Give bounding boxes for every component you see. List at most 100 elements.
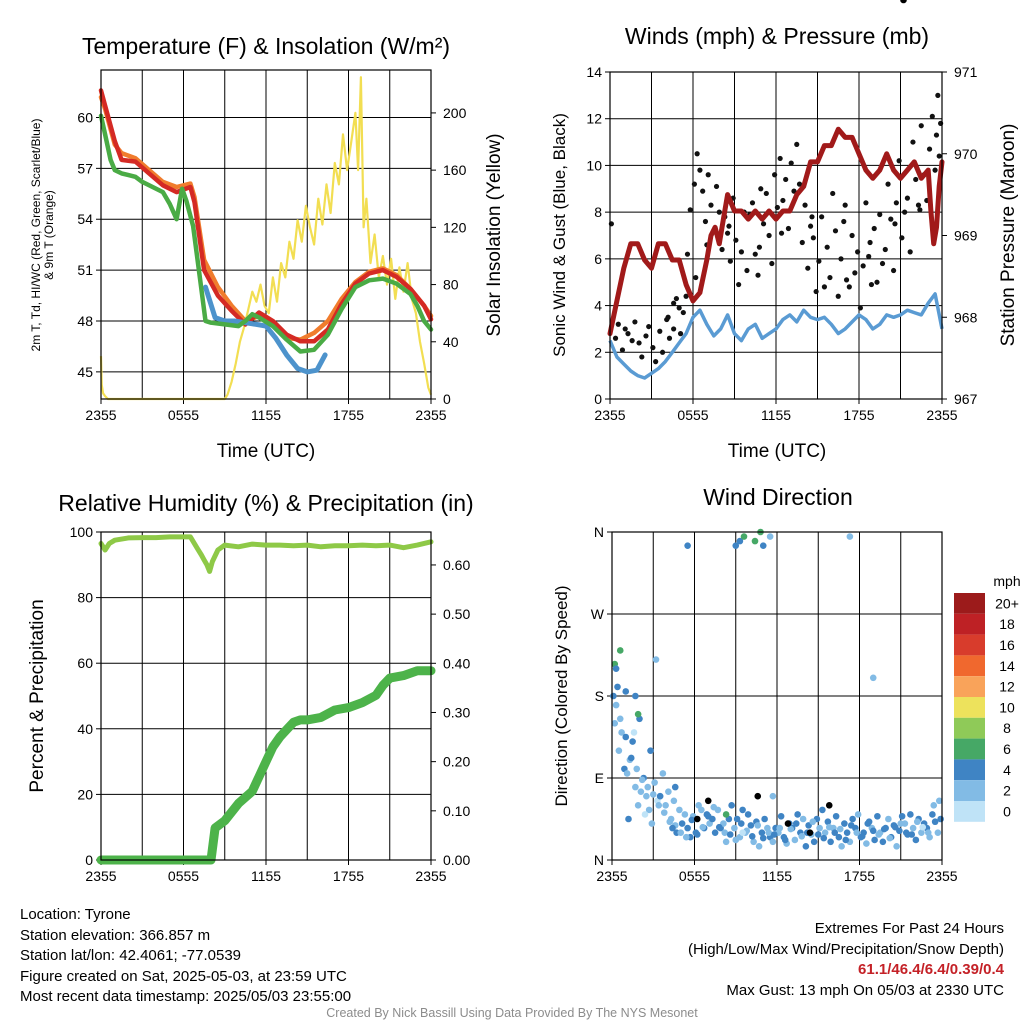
direction-point bbox=[740, 533, 748, 540]
gust-point bbox=[796, 181, 803, 187]
direction-point bbox=[934, 829, 942, 836]
series-line-heat_index bbox=[203, 284, 328, 375]
direction-point bbox=[747, 822, 755, 829]
y-axis-label-line2: & 9m T (Orange) bbox=[42, 190, 56, 280]
y-tick-label: E bbox=[595, 770, 604, 786]
recent-text: Most recent data timestamp: 2025/05/03 2… bbox=[20, 988, 352, 1005]
direction-point bbox=[799, 815, 807, 823]
gust-point bbox=[842, 202, 848, 208]
direction-point bbox=[766, 533, 774, 540]
direction-point bbox=[645, 806, 653, 814]
gust-point bbox=[676, 305, 682, 311]
direction-point bbox=[869, 827, 877, 835]
direction-point bbox=[616, 647, 624, 654]
direction-point bbox=[615, 747, 623, 754]
direction-point bbox=[750, 838, 757, 846]
direction-point bbox=[655, 802, 663, 809]
direction-point bbox=[739, 829, 746, 836]
y2-tick-label: 0.00 bbox=[443, 852, 470, 868]
direction-point bbox=[739, 806, 746, 814]
direction-point bbox=[614, 683, 621, 691]
gust-point bbox=[778, 230, 785, 236]
y-axis-label: Sonic Wind & Gust (Blue, Black) bbox=[550, 113, 569, 357]
direction-point bbox=[627, 754, 635, 762]
x-tick-label: 2355 bbox=[596, 868, 627, 884]
colorbar-swatch bbox=[954, 655, 985, 677]
colorbar-label: 10 bbox=[999, 699, 1015, 715]
direction-point bbox=[909, 824, 917, 832]
direction-point bbox=[900, 0, 907, 4]
gust-point bbox=[671, 300, 677, 306]
y-tick-label: 12 bbox=[586, 111, 602, 127]
series-line-dew bbox=[98, 113, 434, 354]
direction-point bbox=[842, 836, 850, 844]
gust-point bbox=[772, 172, 778, 178]
direction-point bbox=[806, 829, 814, 836]
direction-point bbox=[732, 836, 740, 844]
gust-point bbox=[917, 207, 923, 213]
gust-point bbox=[819, 214, 825, 220]
gust-point bbox=[687, 207, 693, 213]
colorbar-label: 14 bbox=[999, 658, 1015, 674]
gust-point bbox=[612, 335, 619, 341]
colorbar-swatch bbox=[954, 738, 985, 760]
gust-point bbox=[697, 167, 703, 173]
direction-point bbox=[930, 802, 938, 809]
y2-tick-label: 80 bbox=[443, 277, 459, 293]
gust-point bbox=[896, 158, 902, 164]
direction-point bbox=[820, 834, 828, 842]
colorbar-swatch bbox=[954, 634, 985, 656]
gust-point bbox=[827, 274, 833, 281]
direction-point bbox=[902, 829, 910, 836]
direction-point bbox=[715, 823, 723, 831]
gust-point bbox=[736, 281, 742, 288]
direction-point bbox=[810, 838, 818, 846]
direction-point bbox=[726, 831, 734, 838]
direction-point bbox=[777, 812, 785, 820]
gust-point bbox=[755, 272, 761, 278]
direction-point bbox=[693, 815, 701, 823]
direction-point bbox=[625, 815, 632, 823]
y2-axis-label: Station Pressure (Maroon) bbox=[998, 124, 1019, 347]
direction-point bbox=[737, 820, 745, 827]
direction-point bbox=[665, 788, 672, 795]
y-tick-label: 51 bbox=[77, 262, 93, 278]
colorbar-label: 18 bbox=[999, 616, 1015, 632]
direction-point bbox=[907, 811, 914, 818]
direction-point bbox=[629, 738, 636, 745]
y-tick-label: 14 bbox=[586, 64, 602, 80]
gust-point bbox=[902, 209, 908, 215]
x-tick-label: 2355 bbox=[926, 868, 957, 884]
direction-point bbox=[787, 825, 795, 833]
x-tick-label: 1155 bbox=[251, 407, 281, 423]
gust-point bbox=[760, 221, 767, 227]
gust-point bbox=[783, 176, 789, 183]
gust-point bbox=[694, 151, 700, 157]
y2-tick-label: 120 bbox=[443, 219, 467, 235]
gust-point bbox=[936, 153, 942, 159]
direction-point bbox=[722, 838, 730, 846]
direction-point bbox=[769, 838, 777, 846]
plot-border bbox=[609, 71, 943, 400]
gust-point bbox=[659, 349, 666, 355]
gust-point bbox=[684, 251, 691, 257]
gust-point bbox=[622, 326, 628, 332]
direction-point bbox=[623, 770, 631, 777]
gust-point bbox=[868, 281, 875, 288]
direction-point bbox=[759, 834, 767, 842]
x-tick-label: 2355 bbox=[85, 868, 116, 884]
gust-point bbox=[774, 204, 780, 211]
direction-point bbox=[754, 822, 762, 829]
gust-point bbox=[838, 256, 844, 262]
direction-point bbox=[660, 809, 668, 816]
direction-point bbox=[632, 692, 639, 700]
gust-point bbox=[926, 146, 933, 152]
direction-point bbox=[618, 729, 625, 736]
gust-point bbox=[788, 160, 794, 166]
direction-point bbox=[644, 783, 652, 791]
gust-point bbox=[716, 209, 722, 215]
x-tick-label: 1155 bbox=[762, 868, 792, 884]
direction-point bbox=[733, 815, 741, 823]
wind-speed-line bbox=[608, 292, 944, 380]
direction-point bbox=[758, 829, 766, 836]
